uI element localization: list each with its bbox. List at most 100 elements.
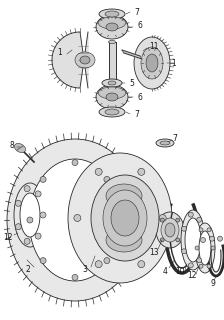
Ellipse shape: [156, 139, 174, 147]
Ellipse shape: [103, 190, 147, 246]
Ellipse shape: [99, 9, 125, 19]
Ellipse shape: [72, 160, 78, 166]
Ellipse shape: [111, 200, 139, 236]
Ellipse shape: [211, 246, 215, 250]
Text: 4: 4: [163, 267, 167, 276]
Ellipse shape: [106, 228, 142, 252]
Ellipse shape: [80, 56, 90, 64]
Ellipse shape: [160, 218, 164, 222]
Ellipse shape: [104, 176, 110, 182]
Ellipse shape: [199, 231, 211, 265]
Ellipse shape: [68, 153, 172, 283]
Ellipse shape: [35, 191, 41, 197]
Ellipse shape: [185, 218, 201, 262]
Ellipse shape: [156, 212, 184, 248]
Ellipse shape: [117, 217, 123, 223]
Ellipse shape: [195, 246, 199, 250]
Text: 1: 1: [58, 47, 62, 57]
Text: 6: 6: [138, 92, 142, 101]
Ellipse shape: [188, 212, 193, 217]
Text: 7: 7: [172, 133, 177, 142]
Ellipse shape: [75, 52, 95, 68]
Ellipse shape: [108, 40, 116, 44]
Ellipse shape: [95, 168, 102, 175]
Ellipse shape: [14, 143, 26, 153]
Ellipse shape: [96, 85, 128, 109]
Text: 13: 13: [149, 247, 159, 257]
Ellipse shape: [218, 236, 222, 241]
Ellipse shape: [98, 87, 126, 99]
Polygon shape: [122, 50, 142, 59]
Ellipse shape: [181, 249, 187, 254]
Text: 7: 7: [135, 109, 139, 118]
Ellipse shape: [95, 261, 102, 268]
Ellipse shape: [20, 193, 40, 237]
Ellipse shape: [199, 264, 203, 268]
Text: 12: 12: [187, 271, 197, 281]
Ellipse shape: [141, 47, 163, 79]
Ellipse shape: [176, 218, 180, 222]
Ellipse shape: [27, 217, 33, 223]
Polygon shape: [52, 32, 88, 88]
Ellipse shape: [15, 200, 21, 206]
Ellipse shape: [106, 23, 118, 31]
Ellipse shape: [161, 218, 179, 242]
Ellipse shape: [74, 214, 81, 221]
Ellipse shape: [207, 264, 211, 268]
Ellipse shape: [40, 176, 46, 182]
Ellipse shape: [209, 236, 215, 241]
Ellipse shape: [160, 238, 164, 242]
Ellipse shape: [40, 258, 46, 264]
Ellipse shape: [105, 11, 119, 17]
Ellipse shape: [181, 226, 187, 231]
Ellipse shape: [24, 186, 30, 192]
Text: 5: 5: [129, 78, 134, 87]
Ellipse shape: [24, 238, 30, 244]
Text: 12: 12: [3, 233, 13, 242]
Text: 2: 2: [26, 266, 30, 275]
Ellipse shape: [96, 15, 128, 39]
Ellipse shape: [159, 214, 166, 221]
Ellipse shape: [15, 224, 21, 230]
Ellipse shape: [107, 206, 143, 230]
Ellipse shape: [106, 93, 118, 101]
Ellipse shape: [35, 233, 41, 239]
Ellipse shape: [176, 238, 180, 242]
Ellipse shape: [160, 141, 170, 145]
Text: 3: 3: [83, 266, 87, 275]
Ellipse shape: [7, 139, 143, 301]
Ellipse shape: [197, 258, 202, 263]
Ellipse shape: [195, 223, 215, 273]
Ellipse shape: [72, 274, 78, 280]
Ellipse shape: [199, 228, 203, 232]
Text: 6: 6: [138, 20, 142, 29]
Ellipse shape: [40, 212, 46, 218]
Ellipse shape: [29, 159, 121, 281]
Ellipse shape: [146, 54, 158, 72]
Ellipse shape: [200, 237, 205, 243]
Text: 9: 9: [211, 279, 215, 289]
Ellipse shape: [91, 175, 159, 261]
Ellipse shape: [134, 37, 170, 89]
Text: 7: 7: [135, 7, 139, 17]
Ellipse shape: [181, 210, 205, 270]
Ellipse shape: [108, 80, 116, 84]
Ellipse shape: [197, 217, 202, 222]
Ellipse shape: [108, 81, 116, 85]
Ellipse shape: [99, 107, 125, 117]
Ellipse shape: [14, 183, 46, 247]
Ellipse shape: [138, 168, 145, 175]
Text: 11: 11: [149, 42, 159, 51]
Ellipse shape: [105, 109, 119, 115]
Ellipse shape: [104, 258, 110, 264]
Text: 10: 10: [175, 268, 185, 276]
Ellipse shape: [138, 261, 145, 268]
Text: 1: 1: [172, 59, 176, 68]
Ellipse shape: [165, 223, 175, 237]
Ellipse shape: [207, 228, 211, 232]
Ellipse shape: [98, 17, 126, 29]
FancyBboxPatch shape: [108, 42, 116, 82]
Text: 8: 8: [10, 140, 14, 149]
Ellipse shape: [106, 184, 142, 208]
Ellipse shape: [188, 263, 193, 268]
